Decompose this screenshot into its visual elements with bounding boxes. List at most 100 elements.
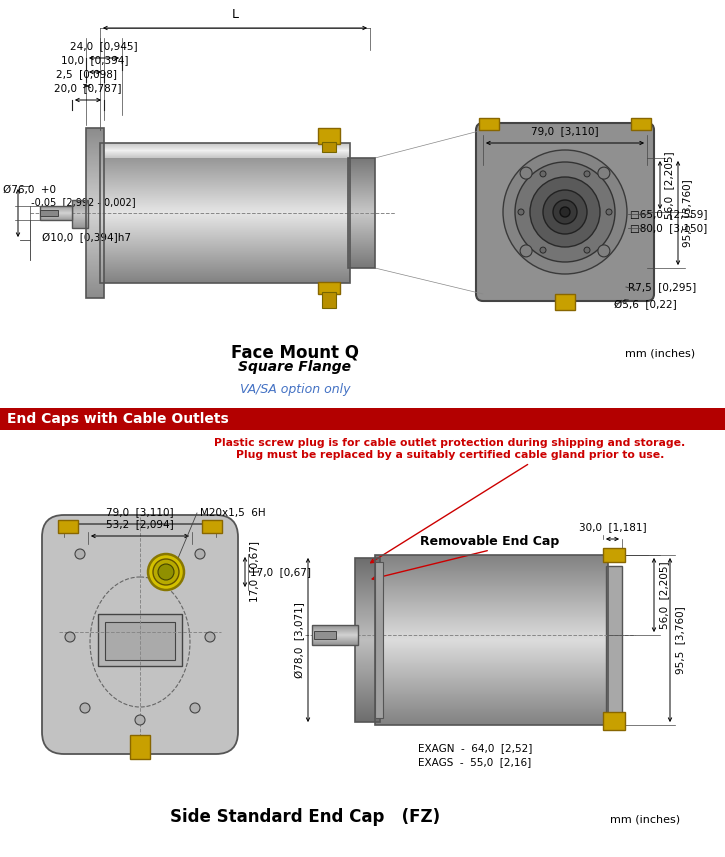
Bar	[86, 155, 104, 156]
Bar	[348, 168, 375, 169]
Bar	[355, 609, 380, 610]
Bar	[100, 223, 350, 224]
Bar	[86, 132, 104, 133]
Bar	[355, 612, 380, 613]
Bar	[375, 627, 608, 628]
Bar	[355, 707, 380, 708]
Bar	[40, 206, 72, 207]
Bar	[355, 641, 380, 642]
Text: Ø78,0  [3,071]: Ø78,0 [3,071]	[295, 602, 305, 678]
Bar	[355, 676, 380, 677]
Bar	[348, 216, 375, 217]
Bar	[348, 173, 375, 174]
Text: 2,5  [0,098]: 2,5 [0,098]	[57, 69, 117, 79]
FancyBboxPatch shape	[476, 123, 654, 301]
Bar	[375, 565, 608, 566]
Bar	[100, 167, 350, 168]
Bar	[40, 218, 72, 219]
Bar	[375, 692, 608, 693]
Bar	[375, 585, 608, 586]
Bar	[348, 210, 375, 211]
Bar	[72, 210, 88, 211]
Bar	[100, 174, 350, 175]
Bar	[348, 261, 375, 262]
Bar	[375, 646, 608, 647]
Text: EXAGN  -  64,0  [2,52]: EXAGN - 64,0 [2,52]	[418, 743, 532, 753]
Bar	[86, 176, 104, 177]
Bar	[86, 293, 104, 294]
Bar	[348, 187, 375, 188]
Bar	[375, 678, 608, 679]
Bar	[355, 613, 380, 614]
Bar	[86, 237, 104, 238]
Bar	[86, 289, 104, 290]
Bar	[375, 622, 608, 623]
Bar	[100, 191, 350, 192]
Bar	[72, 200, 88, 201]
Bar	[355, 685, 380, 686]
Text: -0,05  [2,992 - 0,002]: -0,05 [2,992 - 0,002]	[3, 197, 136, 207]
Bar	[375, 670, 608, 671]
Bar	[86, 180, 104, 181]
Circle shape	[515, 162, 615, 262]
Bar	[86, 171, 104, 172]
Bar	[100, 217, 350, 218]
Bar	[355, 593, 380, 594]
Bar	[348, 158, 375, 159]
Bar	[355, 559, 380, 560]
Bar	[100, 152, 350, 153]
Bar	[355, 680, 380, 681]
Bar	[100, 182, 350, 183]
Bar	[100, 149, 350, 150]
Circle shape	[520, 167, 532, 179]
Bar	[72, 222, 88, 223]
Bar	[355, 651, 380, 652]
Bar	[348, 159, 375, 160]
Bar	[375, 672, 608, 673]
Circle shape	[530, 177, 600, 247]
Bar	[86, 166, 104, 167]
Bar	[86, 199, 104, 200]
Bar	[86, 174, 104, 175]
Bar	[86, 280, 104, 281]
Bar	[348, 185, 375, 186]
Bar	[40, 219, 72, 220]
Bar	[86, 151, 104, 152]
Bar	[355, 668, 380, 669]
Bar	[100, 227, 350, 228]
Bar	[100, 249, 350, 250]
Bar	[86, 190, 104, 191]
Bar	[375, 599, 608, 600]
Bar	[355, 625, 380, 626]
Bar	[375, 688, 608, 689]
Circle shape	[520, 245, 532, 257]
Text: Square Flange: Square Flange	[239, 360, 352, 374]
Bar	[375, 621, 608, 622]
Bar	[86, 183, 104, 184]
Bar	[86, 217, 104, 218]
Bar	[606, 566, 622, 714]
Bar	[100, 170, 350, 171]
Bar	[86, 221, 104, 222]
Text: EXAGS  -  55,0  [2,16]: EXAGS - 55,0 [2,16]	[418, 757, 531, 767]
Bar	[86, 152, 104, 153]
Bar	[100, 145, 350, 146]
Bar	[355, 662, 380, 663]
Bar	[40, 215, 72, 216]
Bar	[100, 158, 350, 159]
Bar	[100, 194, 350, 195]
Bar	[72, 212, 88, 213]
Bar	[86, 164, 104, 165]
Bar	[312, 637, 358, 638]
Bar	[375, 653, 608, 654]
Bar	[100, 221, 350, 222]
Text: 95,5  [3,760]: 95,5 [3,760]	[675, 606, 685, 674]
Bar	[375, 684, 608, 685]
Bar	[355, 591, 380, 592]
Bar	[375, 641, 608, 642]
Bar	[375, 719, 608, 720]
Bar	[100, 175, 350, 176]
Bar	[375, 650, 608, 651]
Bar	[375, 675, 608, 676]
Bar	[72, 200, 88, 228]
